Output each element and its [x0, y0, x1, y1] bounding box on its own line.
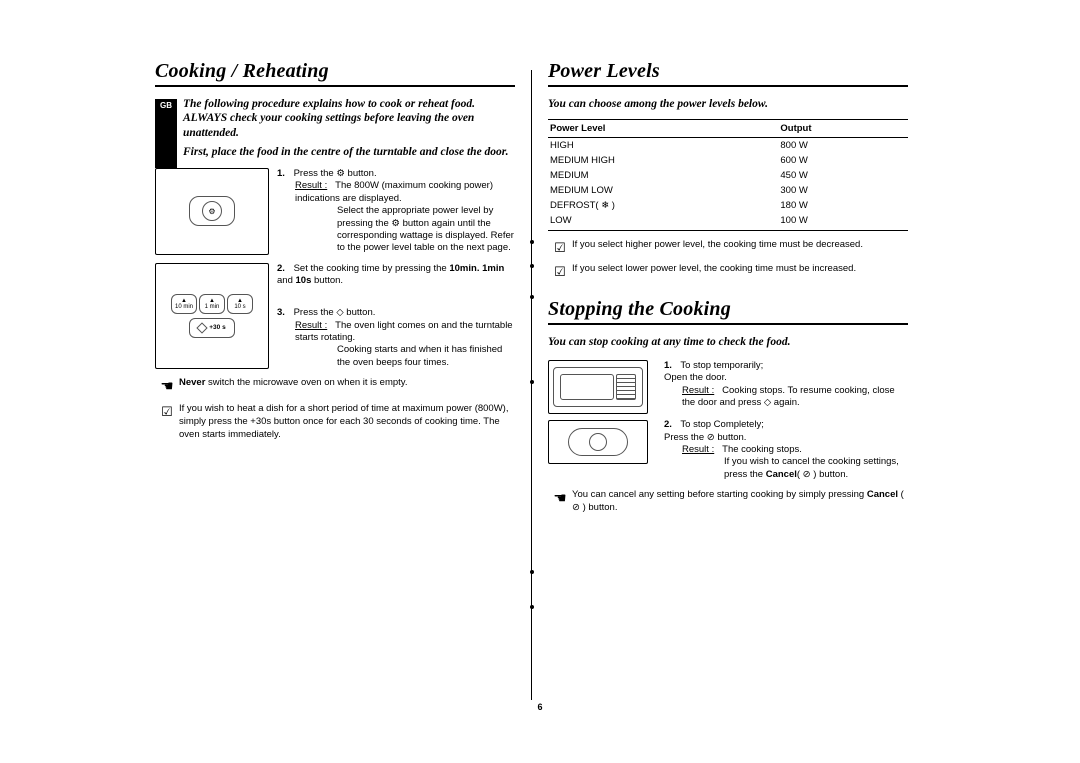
step-number: 2.	[664, 419, 672, 430]
cancel-button-illustration	[548, 420, 648, 464]
power-row: MEDIUM450 W	[548, 168, 908, 183]
intro-text: The following procedure explains how to …	[183, 97, 515, 140]
power-row: DEFROST( ❄ )180 W	[548, 198, 908, 213]
microwave-illustration	[548, 360, 648, 414]
step1-text: Press the ⚙ button.	[294, 168, 377, 179]
section-title-stopping: Stopping the Cooking	[548, 298, 908, 325]
stop-complete-result-1: The cooking stops.	[722, 444, 802, 455]
section-title-power: Power Levels	[548, 60, 908, 87]
power-row: MEDIUM LOW300 W	[548, 183, 908, 198]
pointer-icon: ☚	[155, 377, 179, 397]
stop-temp-result: Cooking stops. To resume cooking, close …	[682, 385, 895, 408]
th-output: Output	[778, 120, 908, 138]
step2-text: Set the cooking time by pressing the 10m…	[277, 263, 504, 286]
note-lower-power: ☑ If you select lower power level, the c…	[548, 263, 908, 281]
power-output-cell: 800 W	[778, 138, 908, 154]
power-row: HIGH800 W	[548, 138, 908, 154]
step-number: 3.	[277, 307, 285, 318]
column-right: Power Levels You can choose among the po…	[538, 60, 908, 720]
column-left: Cooking / Reheating GB The following pro…	[155, 60, 525, 720]
result-label: Result :	[295, 180, 327, 191]
power-row: LOW100 W	[548, 213, 908, 231]
step3-result-1: The oven light comes on and the turntabl…	[295, 320, 513, 343]
step3-text: Press the ◇ button.	[294, 307, 376, 318]
power-output-cell: 100 W	[778, 213, 908, 231]
stop-temp-text: To stop temporarily; Open the door.	[664, 360, 763, 383]
step3-result-2: Cooking starts and when it has finished …	[295, 344, 515, 369]
intro-line-3: First, place the food in the centre of t…	[183, 146, 515, 158]
th-power-level: Power Level	[548, 120, 778, 138]
note-never-empty: ☚ Never switch the microwave oven on whe…	[155, 377, 515, 397]
step-2: ▲10 min ▲1 min ▲10 s +30 s 2. Set the co…	[155, 263, 515, 369]
note-30s: ☑ If you wish to heat a dish for a short…	[155, 403, 515, 441]
power-output-cell: 300 W	[778, 183, 908, 198]
power-intro: You can choose among the power levels be…	[548, 97, 908, 111]
stopping-intro: You can stop cooking at any time to chec…	[548, 335, 908, 349]
check-icon: ☑	[548, 239, 572, 257]
power-row: MEDIUM HIGH600 W	[548, 153, 908, 168]
power-dial-illustration: ⚙	[155, 168, 269, 254]
check-icon: ☑	[548, 263, 572, 281]
power-level-cell: HIGH	[548, 138, 778, 154]
result-label: Result :	[682, 444, 714, 455]
language-badge: GB	[155, 99, 177, 168]
result-label: Result :	[682, 385, 714, 396]
stop-complete-result-2: If you wish to cancel the cooking settin…	[682, 456, 908, 481]
manual-page: Cooking / Reheating GB The following pro…	[155, 60, 925, 720]
time-buttons-illustration: ▲10 min ▲1 min ▲10 s +30 s	[155, 263, 269, 369]
step-number: 1.	[277, 168, 285, 179]
power-output-cell: 180 W	[778, 198, 908, 213]
power-output-cell: 450 W	[778, 168, 908, 183]
intro-line-2: ALWAYS check your cooking settings befor…	[183, 112, 474, 138]
section-title-cooking: Cooking / Reheating	[155, 60, 515, 87]
step-1: ⚙ 1. Press the ⚙ button. Result : The 80…	[155, 168, 515, 254]
step-number: 2.	[277, 263, 285, 274]
step-number: 1.	[664, 360, 672, 371]
power-level-cell: LOW	[548, 213, 778, 231]
power-level-table: Power Level Output HIGH800 WMEDIUM HIGH6…	[548, 119, 908, 231]
check-icon: ☑	[155, 403, 179, 441]
result-label: Result :	[295, 320, 327, 331]
intro-line-1: The following procedure explains how to …	[183, 98, 475, 110]
power-output-cell: 600 W	[778, 153, 908, 168]
power-level-cell: DEFROST( ❄ )	[548, 198, 778, 213]
stop-complete-text: To stop Completely; Press the ⊘ button.	[664, 419, 764, 442]
page-number: 6	[537, 702, 542, 712]
column-divider	[531, 70, 532, 700]
step1-result-2: Select the appropriate power level by pr…	[295, 205, 515, 254]
power-level-cell: MEDIUM HIGH	[548, 153, 778, 168]
power-level-cell: MEDIUM LOW	[548, 183, 778, 198]
power-level-cell: MEDIUM	[548, 168, 778, 183]
pointer-icon: ☚	[548, 489, 572, 515]
note-cancel: ☚ You can cancel any setting before star…	[548, 489, 908, 515]
stopping-steps: 1. To stop temporarily; Open the door. R…	[548, 360, 908, 481]
note-higher-power: ☑ If you select higher power level, the …	[548, 239, 908, 257]
